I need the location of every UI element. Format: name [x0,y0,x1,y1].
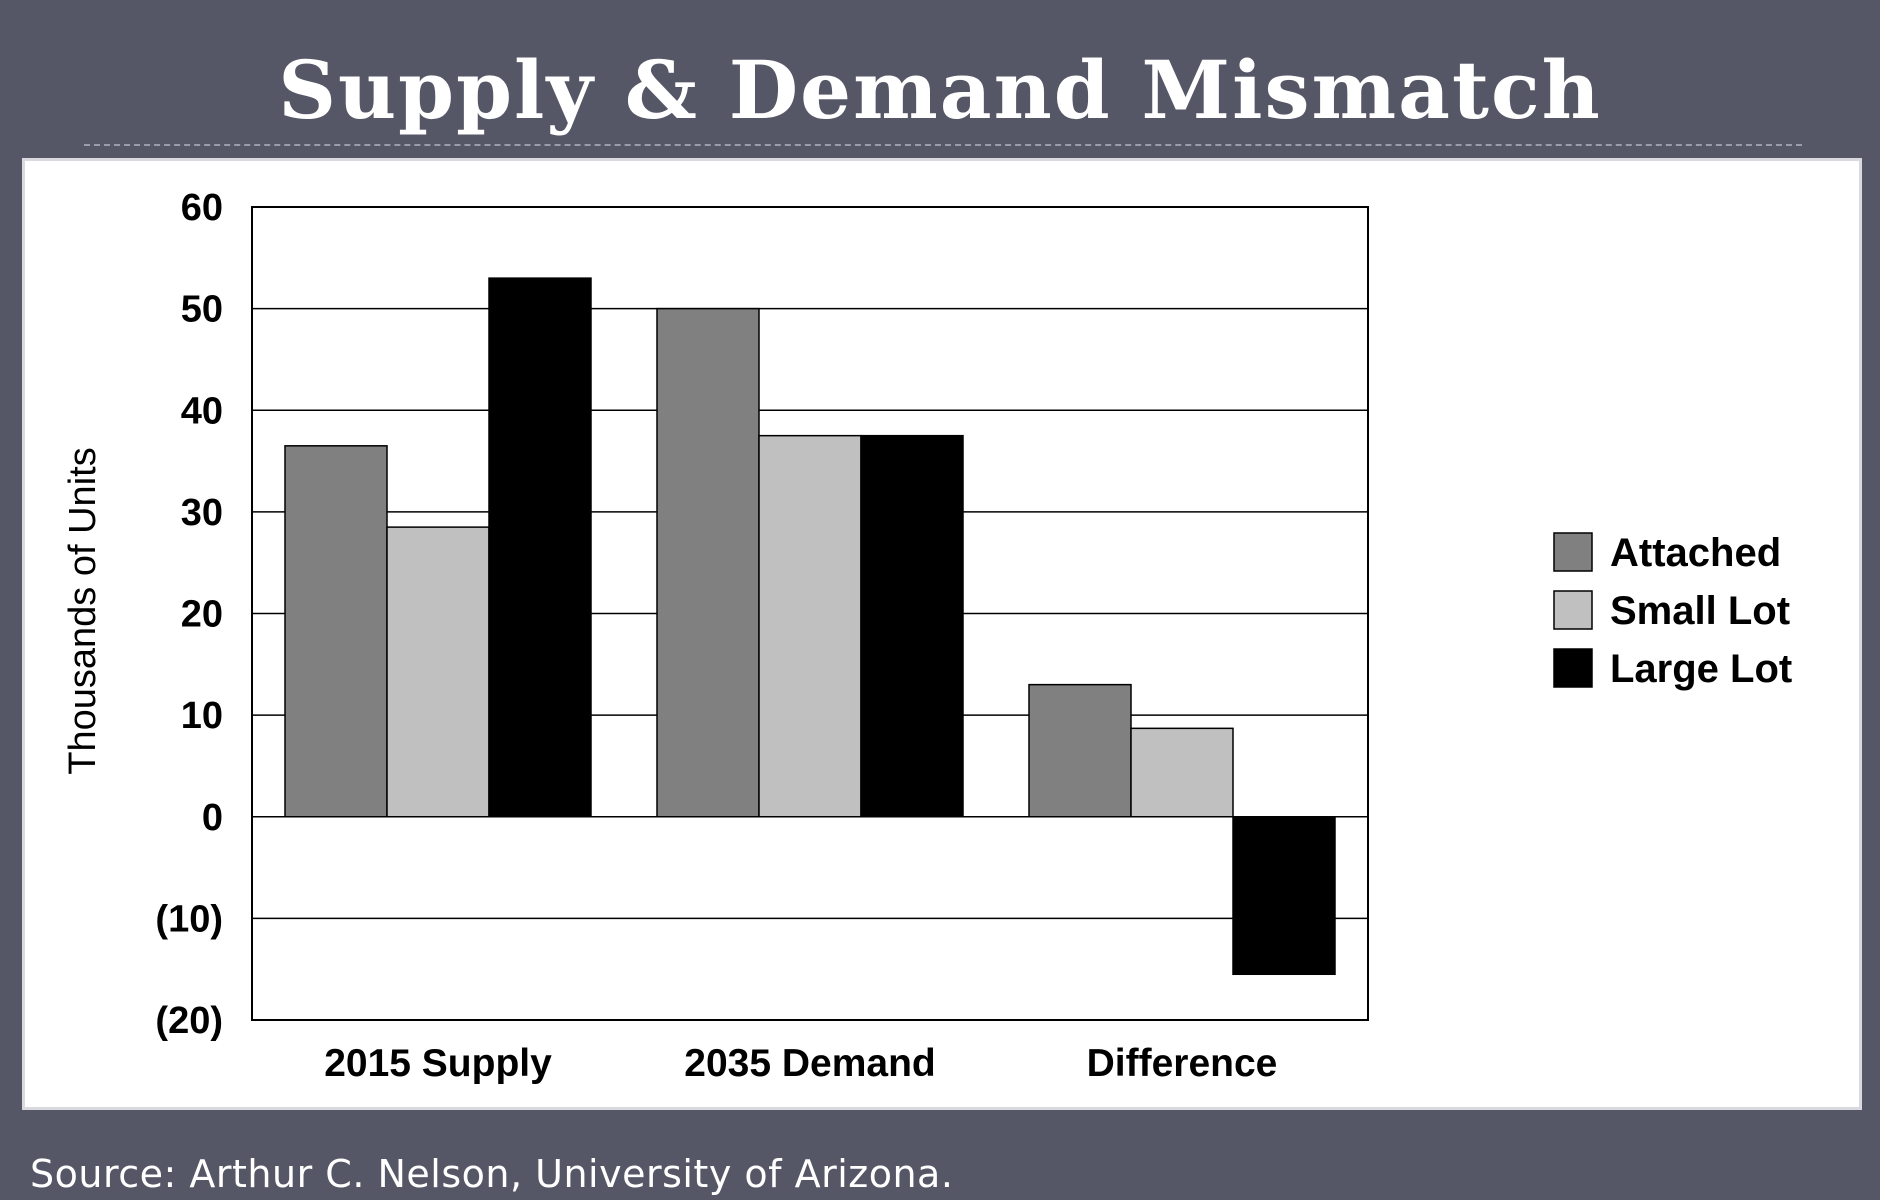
legend-label: Large Lot [1610,647,1792,691]
y-tick-label: (20) [155,1000,223,1042]
y-tick-label: 60 [181,187,223,229]
legend-swatch [1553,590,1593,630]
plot-frame [251,206,1369,1021]
bar-small-lot-1 [758,434,862,818]
y-tick-label: 30 [181,492,223,534]
slide-title: Supply & Demand Mismatch [278,43,1602,137]
y-tick-label: 20 [181,594,223,636]
bar-large-lot-0 [488,277,592,818]
bar-attached-2 [1028,683,1132,818]
bar-attached-0 [284,445,388,818]
title-divider [84,144,1802,146]
legend-swatch [1553,532,1593,572]
bar-chart: 60 50 40 30 20 10 0 (10) (20) 2015 Supply 2035 De… [62,187,1792,1085]
bars [284,277,1336,976]
bar-large-lot-2 [1232,816,1336,976]
bar-large-lot-1 [860,434,964,818]
y-tick-label: 40 [181,390,223,432]
source-note: Source: Arthur C. Nelson, University of … [30,1152,954,1196]
legend-label: Small Lot [1610,589,1790,633]
y-tick-label: 0 [202,797,223,839]
x-category-label: 2035 Demand [684,1042,935,1085]
y-tick-label: 10 [181,695,223,737]
y-tick-label: 50 [181,289,223,331]
legend-swatch [1553,648,1593,688]
bar-attached-1 [656,307,760,818]
y-tick-labels: 60 50 40 30 20 10 0 (10) (20) [155,187,223,1042]
y-axis-title: Thousands of Units [62,447,104,774]
x-category-label: Difference [1087,1042,1278,1085]
bar-small-lot-2 [1130,727,1234,818]
legend: Attached Small Lot Large Lot [1553,531,1792,691]
x-category-label: 2015 Supply [324,1042,552,1085]
chart-panel: 60 50 40 30 20 10 0 (10) (20) 2015 Supply 2035 De… [22,158,1862,1110]
legend-label: Attached [1610,531,1781,575]
bar-small-lot-0 [386,526,490,818]
y-tick-label: (10) [155,898,223,940]
x-category-labels: 2015 Supply 2035 Demand Difference [324,1042,1277,1085]
